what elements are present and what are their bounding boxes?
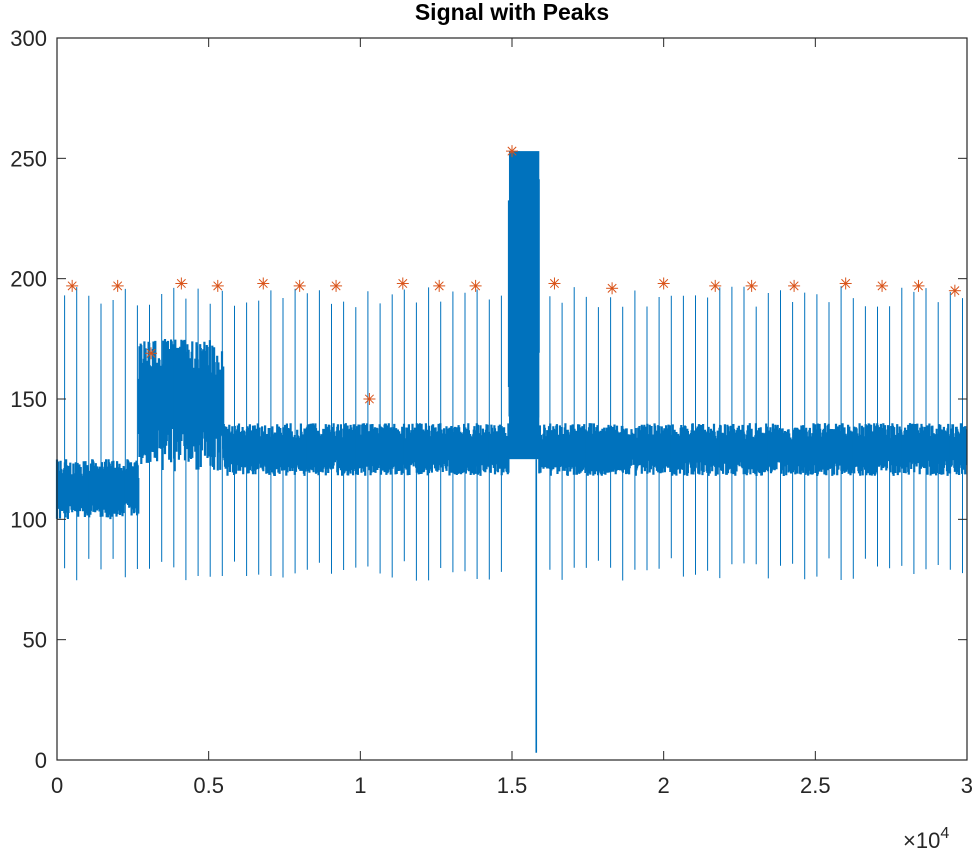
peak-marker xyxy=(948,284,961,297)
y-tick-label: 200 xyxy=(10,267,47,292)
peak-marker xyxy=(396,277,409,290)
svg-text:×104: ×104 xyxy=(903,825,949,849)
peak-marker xyxy=(111,279,124,292)
x-tick-label: 0.5 xyxy=(193,773,224,798)
peak-marker xyxy=(912,279,925,292)
peak-marker xyxy=(363,393,376,405)
signal-series xyxy=(55,151,968,753)
signal-block xyxy=(508,151,540,460)
peak-marker xyxy=(433,279,446,292)
peak-marker xyxy=(293,279,306,292)
x-tick-label: 0 xyxy=(51,773,63,798)
y-tick-label: 100 xyxy=(10,507,47,532)
x-exponent-base: ×10 xyxy=(903,828,940,849)
y-tick-label: 0 xyxy=(35,748,47,773)
peak-marker xyxy=(709,279,722,292)
x-tick-label: 2.5 xyxy=(800,773,831,798)
peak-markers xyxy=(66,145,961,405)
x-tick-label: 1 xyxy=(354,773,366,798)
peak-marker xyxy=(657,277,670,290)
x-tick-label: 1.5 xyxy=(497,773,528,798)
peak-marker xyxy=(145,347,158,360)
peak-marker xyxy=(257,277,270,290)
peak-marker xyxy=(839,277,852,290)
peak-marker xyxy=(606,282,619,295)
y-axis: 0 50 100 150 200 250 300 xyxy=(10,26,967,773)
peak-marker xyxy=(788,279,801,292)
x-tick-label: 3 xyxy=(961,773,973,798)
y-tick-label: 300 xyxy=(10,26,47,51)
x-exponent-power: 4 xyxy=(940,825,949,842)
peak-marker xyxy=(469,279,482,292)
peak-marker xyxy=(506,145,518,158)
peak-marker xyxy=(330,279,343,292)
x-tick-label: 2 xyxy=(658,773,670,798)
peak-marker xyxy=(876,279,889,292)
peak-marker xyxy=(66,279,79,292)
peak-marker xyxy=(175,277,188,290)
chart-title: Signal with Peaks xyxy=(415,0,609,25)
x-exponent-label: ×104 xyxy=(903,825,949,849)
y-tick-label: 250 xyxy=(10,146,47,171)
peak-marker xyxy=(745,279,758,292)
x-axis: 0 0.5 1 1.5 2 2.5 3 xyxy=(51,38,973,798)
y-tick-label: 50 xyxy=(23,628,47,653)
peak-marker xyxy=(211,279,224,292)
y-tick-label: 150 xyxy=(10,387,47,412)
signal-spikes xyxy=(64,286,963,581)
peak-marker xyxy=(548,277,561,290)
